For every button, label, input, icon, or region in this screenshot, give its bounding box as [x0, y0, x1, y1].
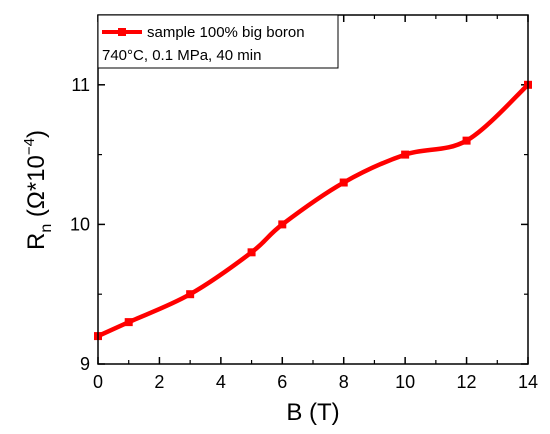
- data-point: [186, 290, 195, 299]
- data-point: [339, 178, 348, 187]
- ticks-layer: 0 2 4 6 8 10 12 14 9 10 11: [70, 15, 538, 392]
- data-point: [247, 248, 256, 257]
- y-axis-title-sub: n: [38, 224, 55, 233]
- x-tick-label: 10: [395, 372, 415, 392]
- legend-label-series: sample 100% big boron: [147, 24, 305, 41]
- x-tick-label: 2: [154, 372, 164, 392]
- data-point: [278, 220, 287, 229]
- x-tick-label: 6: [277, 372, 287, 392]
- legend-label-conditions: 740°C, 0.1 MPa, 40 min: [102, 47, 261, 64]
- x-tick-label: 8: [339, 372, 349, 392]
- x-tick-label: 4: [216, 372, 226, 392]
- x-axis-title: B (T): [286, 399, 339, 426]
- x-tick-label: 12: [457, 372, 477, 392]
- y-axis-title: Rn (Ω*10−4): [21, 130, 55, 250]
- legend-box: [97, 14, 339, 69]
- series-line: [95, 82, 531, 339]
- series-layer: [94, 80, 532, 341]
- data-point: [462, 136, 471, 145]
- y-axis-title-exp: −4: [21, 138, 38, 155]
- y-tick-label: 11: [71, 75, 90, 95]
- data-point: [401, 150, 410, 159]
- legend: sample 100% big boron 740°C, 0.1 MPa, 40…: [97, 14, 339, 69]
- x-tick-label: 14: [518, 372, 538, 392]
- y-axis-title-unit: (Ω*10: [23, 155, 50, 224]
- data-point: [124, 318, 133, 327]
- y-axis-title-main: R: [23, 233, 50, 250]
- legend-marker-swatch: [118, 28, 126, 36]
- x-tick-label: 0: [93, 372, 103, 392]
- y-tick-label: 9: [80, 354, 90, 374]
- y-axis-title-close: ): [23, 130, 50, 138]
- y-tick-label: 10: [70, 214, 90, 234]
